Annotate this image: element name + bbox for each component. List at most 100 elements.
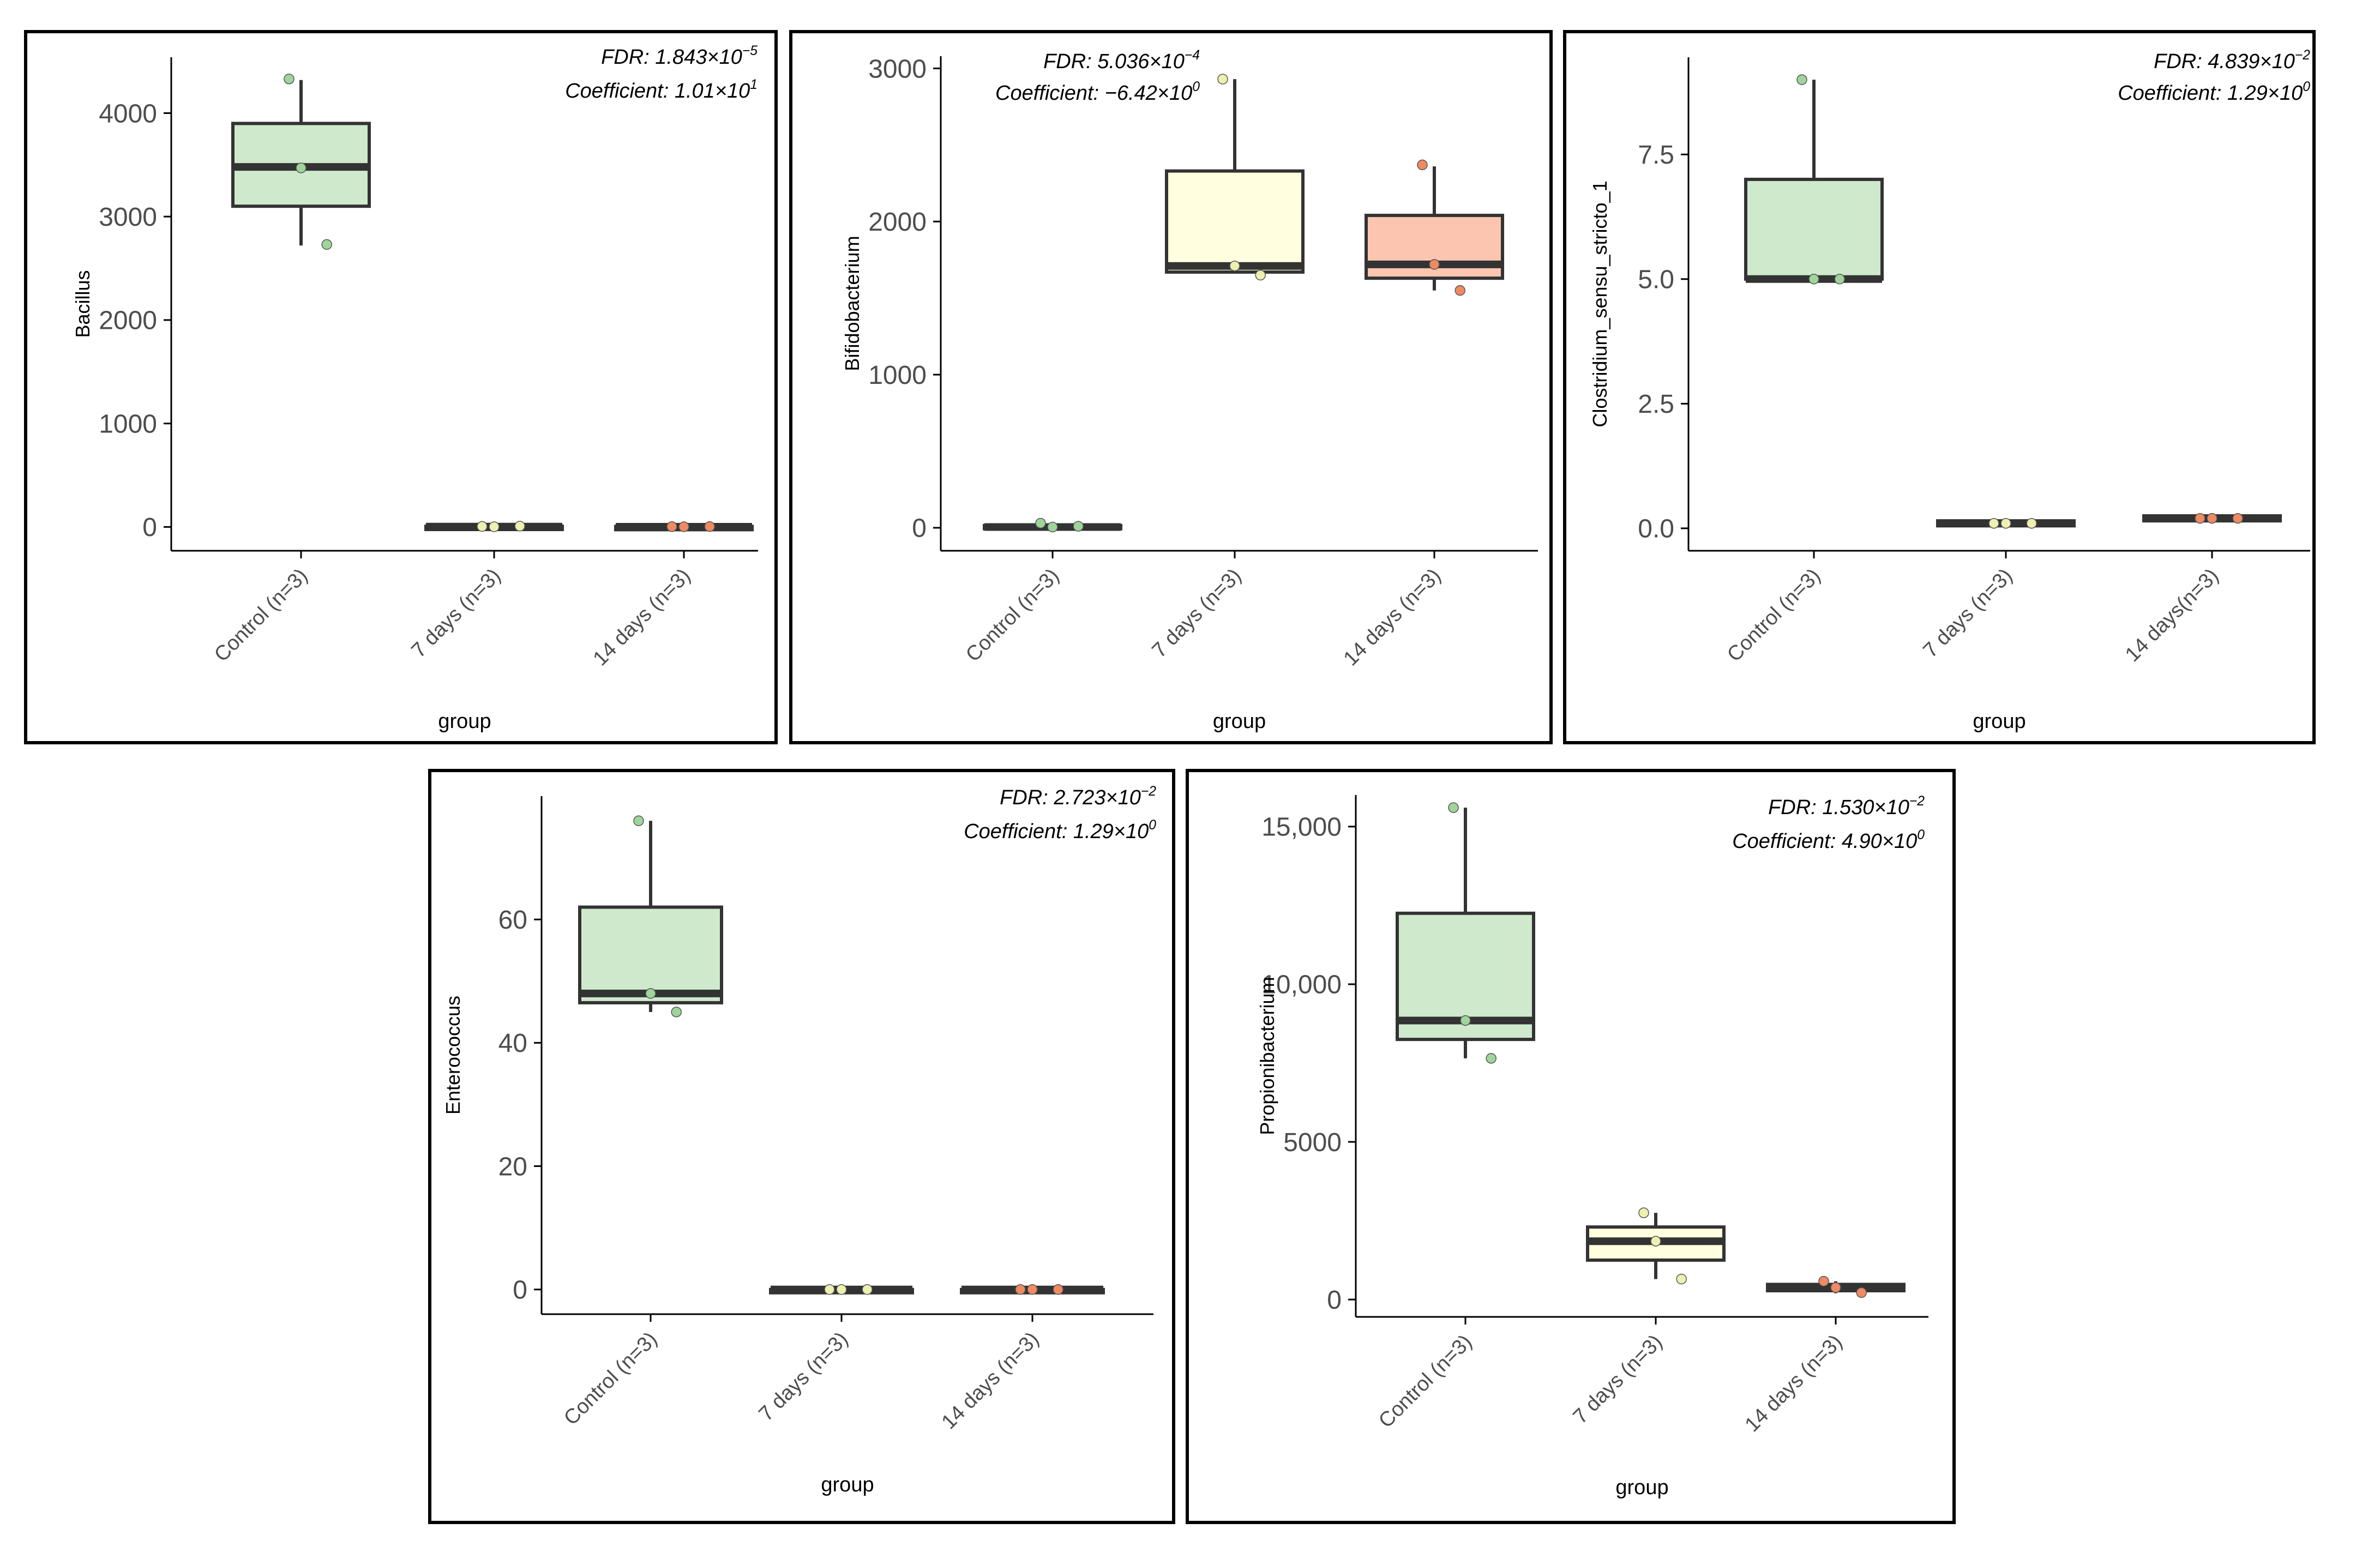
box-14-days [960, 1284, 1105, 1295]
x-axis-title: group [438, 710, 491, 733]
data-point [1808, 274, 1819, 285]
data-point [1047, 521, 1058, 533]
data-point [2000, 517, 2011, 529]
x-axis-title: group [1615, 1476, 1668, 1499]
data-point [704, 521, 715, 532]
data-point [514, 521, 525, 532]
y-tick-label: 0 [513, 1276, 527, 1305]
y-tick-label: 60 [498, 906, 527, 935]
data-point [666, 521, 677, 532]
data-point [1796, 74, 1807, 85]
x-tick-label: 7 days (n=3) [1569, 1331, 1667, 1429]
panel-border [428, 769, 1175, 1524]
data-point [1830, 1282, 1841, 1293]
panel-border [1563, 30, 2316, 744]
y-axis-title: Bifidobacterium [841, 236, 863, 371]
panel-propionibacterium: 0 5000 10,000 15,000 Propionibacterium Contro… [1186, 769, 1956, 1524]
data-point [1255, 269, 1266, 281]
fdr-annotation: FDR: 5.036×10−4 [1043, 48, 1200, 73]
x-axis-title: group [1213, 710, 1266, 733]
x-tick-label: 7 days (n=3) [407, 564, 506, 663]
chart-propionibacterium: 0 5000 10,000 15,000 Propionibacterium Contro… [1186, 769, 1956, 1524]
data-point [296, 162, 306, 173]
box-14-days [2142, 513, 2282, 524]
data-point [1035, 517, 1046, 529]
box-14-days [1766, 1275, 1906, 1298]
data-point [477, 521, 488, 532]
x-tick-label: 14 days(n=3) [2121, 564, 2223, 666]
panel-border [789, 30, 1553, 744]
panel-enterococcus: 0 20 40 60 Enterococcus Control (n=3) 7 days (… [428, 769, 1175, 1524]
panel-bacillus: 0 1000 2000 3000 4000 Bacillus Control (n=3) 7 … [24, 30, 778, 744]
y-axis-title: Clostridium_sensu_stricto_1 [1589, 180, 1611, 427]
x-tick-label: 14 days (n=3) [589, 564, 695, 671]
box-iqr [578, 905, 723, 1004]
box-control [1396, 802, 1535, 1064]
data-point [1229, 260, 1240, 272]
data-point [1053, 1284, 1063, 1295]
coefficient-annotation: Coefficient: −6.42×100 [995, 80, 1200, 105]
x-axis-title: group [1973, 710, 2026, 733]
box-14-days [614, 521, 754, 532]
x-tick-label: 14 days (n=3) [1339, 564, 1446, 671]
data-point [1676, 1273, 1687, 1285]
panel-border [1186, 769, 1956, 1524]
panel-border [24, 30, 778, 744]
box-7-days [1165, 74, 1305, 281]
chart-clostridium: 0.0 2.5 5.0 7.5 Clostridium_sensu_stricto_1 C… [1563, 30, 2316, 744]
x-tick-label: Control (n=3) [1723, 564, 1825, 666]
data-point [1856, 1287, 1867, 1298]
y-tick-label: 10,000 [1261, 971, 1342, 1000]
data-point [284, 74, 295, 85]
fdr-annotation: FDR: 4.839×10−2 [2154, 48, 2310, 73]
fdr-annotation: FDR: 2.723×10−2 [1000, 784, 1156, 809]
data-point [321, 239, 332, 250]
data-point [2026, 517, 2037, 529]
chart-enterococcus: 0 20 40 60 Enterococcus Control (n=3) 7 days (… [428, 769, 1175, 1524]
box-7-days [1936, 517, 2076, 529]
data-point [1486, 1053, 1496, 1064]
data-point [1638, 1207, 1649, 1218]
data-point [2195, 513, 2205, 524]
data-point [2207, 513, 2217, 524]
x-tick-label: 7 days (n=3) [1148, 564, 1246, 663]
data-point [1015, 1284, 1026, 1295]
y-tick-label: 15,000 [1261, 813, 1342, 842]
fdr-annotation: FDR: 1.530×10−2 [1768, 794, 1925, 819]
y-axis-title: Enterococcus [442, 996, 464, 1115]
box-iqr [1165, 169, 1305, 274]
y-axis-title: Propionibacterium [1256, 977, 1278, 1135]
box-control [578, 815, 723, 1018]
x-tick-label: 14 days (n=3) [1741, 1331, 1847, 1437]
x-tick-label: Control (n=3) [1374, 1331, 1476, 1432]
data-point [645, 988, 656, 999]
box-control [231, 74, 371, 250]
box-7-days [1586, 1207, 1726, 1285]
y-tick-label: 5000 [1283, 1128, 1342, 1157]
coefficient-annotation: Coefficient: 4.90×100 [1732, 828, 1925, 853]
y-tick-label: 4000 [99, 99, 157, 128]
data-point [1429, 259, 1440, 270]
chart-bifidobacterium: 0 1000 2000 3000 Bifidobacterium Control (n=3… [789, 30, 1553, 744]
data-point [824, 1284, 835, 1295]
y-tick-label: 5.0 [1638, 266, 1674, 294]
data-point [1448, 802, 1459, 813]
y-tick-label: 0 [912, 514, 927, 543]
data-point [2232, 513, 2243, 524]
data-point [1650, 1236, 1661, 1247]
box-iqr [1744, 177, 1884, 281]
x-tick-label: 14 days (n=3) [937, 1328, 1044, 1434]
data-point [633, 815, 644, 826]
y-tick-label: 3000 [99, 203, 157, 232]
fdr-annotation: FDR: 1.843×10−5 [601, 44, 758, 69]
box-7-days [424, 521, 564, 532]
data-point [678, 521, 689, 532]
box-14-days [1365, 159, 1504, 296]
y-axis-title: Bacillus [71, 270, 94, 338]
data-point [1027, 1284, 1038, 1295]
x-tick-label: 7 days (n=3) [755, 1328, 853, 1426]
data-point [1818, 1275, 1829, 1287]
data-point [1455, 285, 1465, 296]
y-tick-label: 2.5 [1638, 390, 1674, 419]
y-tick-label: 2000 [99, 306, 157, 335]
